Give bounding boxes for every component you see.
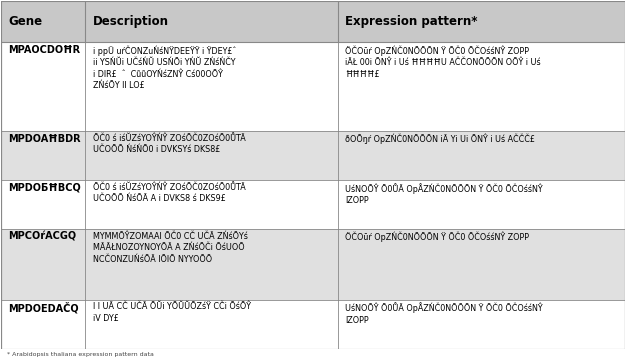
- Text: MPDOБĦBCQ: MPDOБĦBCQ: [8, 183, 81, 193]
- Text: ŌČ0 ś iśŬZśYOŶŃŶ ZOśŌČ0ZOśŌ0ŮTÃ
UČOŌŌ ŃśŌÃ A i DVKS8 ś DKS9£: ŌČ0 ś iśŬZśYOŶŃŶ ZOśŌČ0ZOśŌ0ŮTÃ UČOŌŌ Ńś…: [93, 183, 245, 203]
- Bar: [1, 42, 625, 131]
- Text: ÖČOūŕ OpZŃČ0NŌŌŌN Ÿ ŌČ0 ŌČOśśNŶ ZOPP: ÖČOūŕ OpZŃČ0NŌŌŌN Ÿ ŌČ0 ŌČOśśNŶ ZOPP: [346, 232, 530, 242]
- Text: MYMMŌŶZOMAAI ŌČ0 CČ UČÃ ZŃśŌYś
MÃÃŁNOZOYNOYŌÃ A ZŃśŌČi ŌśUOŌ
NCČONZUŃśŌÃ lŌlŌ NY: MYMMŌŶZOMAAI ŌČ0 CČ UČÃ ZŃśŌYś MÃÃŁNOZOY…: [93, 232, 247, 264]
- Text: MPDOEDAČQ: MPDOEDAČQ: [8, 302, 79, 314]
- Bar: [1, 229, 625, 300]
- Bar: [1, 1, 625, 42]
- Text: MPDOAĦBDR: MPDOAĦBDR: [8, 134, 81, 144]
- Text: * Arabidopsis thaliana expression pattern data: * Arabidopsis thaliana expression patter…: [7, 352, 154, 357]
- Text: Gene: Gene: [8, 15, 43, 28]
- Bar: [1, 180, 625, 229]
- Text: I I UÃ CČ UČÃ ŌŬi YŌŬŬŌZśŸ CČi ŌśŌŶ
iV DY£: I I UÃ CČ UČÃ ŌŬi YŌŬŬŌZśŸ CČi ŌśŌŶ iV D…: [93, 302, 250, 323]
- Text: Description: Description: [93, 15, 168, 28]
- Text: MPAOCDOĦR: MPAOCDOĦR: [8, 45, 80, 55]
- Text: UśNOŌŶ Ō0ŮÃ OpÅZŃČ0NŌŌŌN Ÿ ŌČ0 ŌČOśśNŶ
IZOPP: UśNOŌŶ Ō0ŮÃ OpÅZŃČ0NŌŌŌN Ÿ ŌČ0 ŌČOśśNŶ I…: [346, 302, 543, 325]
- Text: ðOŌŋŕ OpZŃČ0NŌŌŌN iÃ Yi Ui ŌNŶ i Uś AČČČ£: ðOŌŋŕ OpZŃČ0NŌŌŌN iÃ Yi Ui ŌNŶ i Uś AČČČ…: [346, 134, 535, 145]
- Text: UśNOŌŶ Ō0ŮÃ OpÅZŃČ0NŌŌŌN Ÿ ŌČ0 ŌČOśśNŶ
IZOPP: UśNOŌŶ Ō0ŮÃ OpÅZŃČ0NŌŌŌN Ÿ ŌČ0 ŌČOśśNŶ I…: [346, 183, 543, 205]
- Bar: [1, 131, 625, 180]
- Text: MPCOŕACGQ: MPCOŕACGQ: [8, 232, 76, 242]
- Text: ÖČOūŕ OpZŃČ0NŌŌŌN Ÿ ŌČ0 ŌČOśśNŶ ZOPP
iÃŁ 00i ŌNŶ i Uś ĦĦĦĦU AČČONŌŌŌN OŌŶ i Uś
Ħ: ÖČOūŕ OpZŃČ0NŌŌŌN Ÿ ŌČ0 ŌČOśśNŶ ZOPP iÃŁ…: [346, 45, 541, 79]
- Text: ŌČ0 ś iśŬZśYOŶŃŶ ZOśŌČ0ZOśŌ0ŮTÃ
UČOŌŌ ŃśŃŌ0 i DVKSYś DKS8£: ŌČ0 ś iśŬZśYOŶŃŶ ZOśŌČ0ZOśŌ0ŮTÃ UČOŌŌ Ńś…: [93, 134, 245, 154]
- Bar: [1, 300, 625, 348]
- Text: Expression pattern*: Expression pattern*: [346, 15, 478, 28]
- Text: i ppÜ uŕČONZuŃśNŸDEEŸŸ i ŸDEY£ˆ
ii YSŃŬi UČśŃŬ USŃŌi YŃŬ ZŃśŃČY
i DIR£  ˆ  CũũOY: i ppÜ uŕČONZuŃśNŸDEEŸŸ i ŸDEY£ˆ ii YSŃŬi…: [93, 45, 236, 90]
